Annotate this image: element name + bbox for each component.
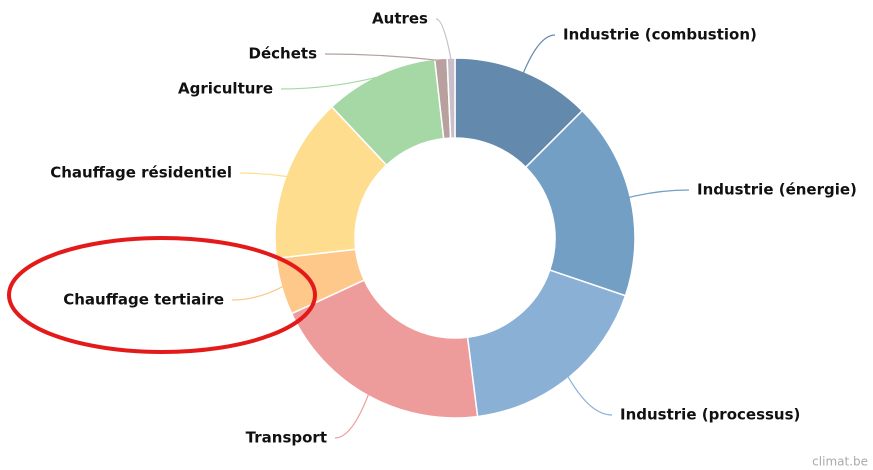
slice-label: Industrie (énergie) <box>697 181 857 199</box>
connector <box>522 34 556 74</box>
highlight-ellipse <box>7 236 317 354</box>
connector <box>435 18 452 61</box>
slice-label: Industrie (processus) <box>620 406 800 424</box>
slice-label: Industrie (combustion) <box>563 26 757 44</box>
connector <box>628 189 690 199</box>
connector <box>231 285 284 301</box>
slice-label: Transport <box>246 429 327 447</box>
donut-slice <box>446 57 456 139</box>
slice-label: Chauffage résidentiel <box>50 164 232 182</box>
slice-label: Autres <box>372 10 428 28</box>
connector <box>324 53 442 62</box>
donut-slice <box>466 269 627 418</box>
slice-label: Agriculture <box>178 80 273 98</box>
connector <box>334 393 370 439</box>
slice-label: Chauffage tertiaire <box>63 291 224 309</box>
donut-slice <box>290 279 479 419</box>
connector <box>567 375 613 416</box>
connector <box>280 75 381 90</box>
connector <box>239 172 288 178</box>
credit: climat.be <box>812 455 868 469</box>
slice-label: Déchets <box>249 45 318 63</box>
